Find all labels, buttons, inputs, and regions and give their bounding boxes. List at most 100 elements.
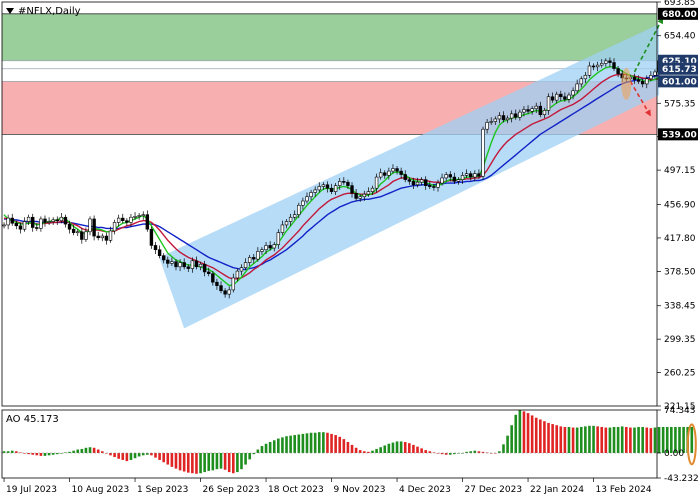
candle-body [92, 218, 96, 237]
ao-bar [309, 432, 313, 453]
ao-bar [60, 452, 63, 454]
ao-bar [616, 426, 620, 453]
ao-bar [629, 427, 632, 453]
ao-bar [465, 451, 468, 453]
candle-body [358, 196, 362, 199]
level-label: 601.00 [662, 77, 697, 87]
ao-bar [653, 427, 657, 453]
ao-bar [674, 426, 677, 453]
candle-body [501, 115, 506, 121]
candle-body [243, 262, 248, 268]
ao-bar [633, 427, 636, 453]
ao-bar [367, 451, 370, 453]
trend-channel [159, 24, 660, 329]
ao-bar [105, 452, 108, 454]
ao-bar [100, 451, 104, 453]
candle-body [10, 217, 14, 224]
ao-bar [326, 432, 329, 453]
ao-bar [322, 432, 325, 453]
candle-body [239, 267, 244, 272]
ao-bar [203, 452, 206, 473]
candle-body [43, 218, 47, 223]
ao-bar [555, 425, 559, 453]
ao-bar [604, 427, 608, 453]
ao-bar [440, 452, 444, 455]
candle-body [194, 260, 199, 268]
ao-bar [31, 452, 35, 455]
candle-body [522, 109, 526, 113]
ao-bar [551, 424, 554, 453]
candle-body [231, 277, 235, 291]
candle-body [252, 257, 256, 260]
ao-bar [174, 452, 178, 469]
candle-body [26, 216, 31, 222]
candle-body [600, 63, 604, 66]
candle-body [247, 257, 252, 263]
candle-body [288, 216, 293, 222]
price-tick-label: 299.35 [664, 335, 696, 345]
ao-bar [191, 452, 194, 474]
date-tick-label: 10 Aug 2023 [72, 485, 130, 495]
ao-bar [408, 443, 411, 453]
ao-bar [137, 452, 141, 457]
candle-body [485, 122, 489, 130]
candle-body [178, 262, 182, 268]
candle-body [256, 251, 260, 260]
ao-bar [665, 426, 669, 453]
candle-body [407, 179, 412, 182]
candle-body [280, 224, 285, 233]
ao-tick-label: 74.343 [664, 406, 696, 416]
ao-bar [150, 452, 153, 456]
candle-body [47, 221, 51, 223]
ao-bar [543, 421, 546, 453]
candle-body [469, 173, 473, 178]
ao-bar [281, 437, 284, 453]
candle-body [268, 245, 272, 249]
ao-bar [379, 447, 382, 453]
candle-body [428, 185, 432, 187]
candle-body [534, 105, 538, 110]
candle-body [137, 215, 141, 217]
ao-bar [506, 435, 509, 453]
ao-bar [35, 452, 39, 456]
candle-body [260, 249, 264, 252]
ao-frame [1, 409, 658, 479]
date-tick-label: 1 Sep 2023 [137, 485, 188, 495]
candle-body [121, 217, 125, 221]
level-label-bg [658, 128, 698, 141]
candle-body [108, 230, 113, 241]
ao-bar [579, 426, 583, 453]
ao-bar [661, 426, 665, 453]
ao-bar [481, 451, 485, 453]
candle-body [51, 219, 55, 222]
ao-bar [354, 447, 358, 453]
ao-bar [23, 452, 26, 454]
ao-bar [80, 448, 84, 453]
candle-body [473, 173, 477, 178]
ao-bar [428, 451, 432, 453]
ao-bar [649, 428, 653, 453]
candle-body [313, 189, 317, 193]
candle-body [170, 261, 174, 264]
candle-body [235, 270, 240, 279]
ao-bar [473, 450, 477, 453]
ao-bar [485, 452, 489, 454]
ao-bar [559, 426, 563, 453]
ao-bar [10, 450, 14, 453]
ao-bar [121, 452, 125, 460]
candle-body [645, 78, 649, 85]
ao-bar [420, 448, 423, 453]
candle-body [391, 168, 395, 172]
candle-body [39, 218, 43, 229]
candle-body [587, 65, 592, 76]
ao-bar [412, 444, 415, 453]
ao-bar [260, 446, 264, 453]
candle-body [76, 231, 80, 234]
candle-body [432, 186, 436, 188]
ao-bar [293, 435, 297, 453]
candle-body [88, 218, 92, 233]
ao-bar [125, 452, 129, 462]
candle-body [157, 249, 162, 257]
candle-body [530, 108, 534, 112]
